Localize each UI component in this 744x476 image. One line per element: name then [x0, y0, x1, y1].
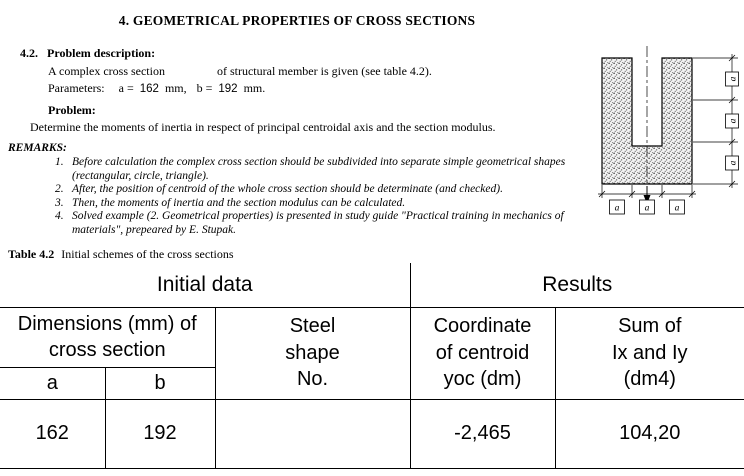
group-header-initial-data: Initial data [0, 263, 411, 308]
group-header-results: Results [410, 263, 744, 308]
cell-a-value[interactable]: 162 [0, 398, 106, 469]
parameters-label: Parameters: [48, 81, 105, 95]
remarks-heading: REMARKS: [8, 142, 67, 154]
problem-heading: Problem: [48, 103, 96, 117]
bottom-dimension [598, 185, 696, 198]
problem-text: Determine the moments of inertia in resp… [30, 120, 496, 134]
remark-text: After, the position of centroid of the w… [72, 183, 503, 196]
parameters-line: Parameters: a = 162 mm, b = 192 mm. [0, 81, 594, 96]
bottom-dimension-labels: a a a [609, 199, 685, 215]
remark-item: 4. Solved example (2. Geometrical propert… [55, 210, 588, 237]
remark-number: 2. [55, 183, 64, 196]
param-a-value: 162 [139, 83, 159, 95]
remark-text: Before calculation the complex cross sec… [72, 156, 566, 182]
section-heading: Problem description: [47, 46, 156, 60]
dim-label-a-2: a [645, 204, 650, 214]
cell-yoc-value[interactable]: -2,465 [410, 398, 556, 469]
remark-number: 4. [55, 210, 64, 223]
remark-item: 2. After, the position of centroid of the… [55, 183, 588, 197]
dim-label-right-3: a [729, 160, 739, 165]
param-b-unit: mm. [243, 81, 266, 95]
document-text-column: 4. GEOMETRICAL PROPERTIES OF CROSS SECTI… [0, 0, 594, 238]
u-channel-shape [601, 57, 693, 185]
section-number: 4.2. [20, 46, 38, 60]
cross-section-diagram: a a a a a a [598, 46, 739, 215]
param-a-unit: mm, [164, 81, 187, 95]
param-b-label: b = [196, 81, 213, 95]
dim-label-a-1: a [615, 204, 620, 214]
dim-label-right-1: a [729, 76, 739, 81]
remarks-list: 1. Before calculation the complex cross s… [0, 156, 594, 238]
results-table: Initial data Results Dimensions (mm) of … [0, 263, 744, 469]
right-dimension-labels: a a a [725, 71, 739, 171]
col-header-steel-shape: Steel shape No. [215, 307, 411, 399]
table-caption-label: Table 4.2 [8, 247, 55, 261]
col-header-a: a [0, 367, 106, 399]
dim-label-a-3: a [675, 204, 680, 214]
dim-label-right-2: a [729, 118, 739, 123]
param-b-value: 192 [218, 83, 238, 95]
page-title: 4. GEOMETRICAL PROPERTIES OF CROSS SECTI… [118, 13, 476, 28]
remark-text: Then, the moments of inertia and the sec… [72, 196, 406, 209]
description-post: of structural member is given (see table… [216, 64, 432, 78]
section-heading-row: 4.2. Problem description: [0, 46, 594, 61]
param-a-label: a = [118, 81, 134, 95]
remark-item: 3. Then, the moments of inertia and the s… [55, 197, 588, 211]
remark-item: 1. Before calculation the complex cross s… [55, 156, 588, 183]
description-pre: A complex cross section [48, 64, 165, 78]
cell-sum-value[interactable]: 104,20 [555, 398, 744, 469]
cell-b-value[interactable]: 192 [105, 398, 216, 469]
remark-text: Solved example (2. Geometrical propertie… [72, 210, 564, 236]
table-caption: Table 4.2 Initial schemes of the cross se… [8, 247, 234, 262]
y-axis-arrow [643, 186, 651, 204]
cross-section-type-field[interactable] [165, 65, 217, 75]
description-line: A complex cross section of structural mem… [0, 64, 594, 79]
col-header-sum: Sum of Ix and Iy (dm4) [611, 315, 688, 391]
col-header-coordinate: Coordinate of centroid yoc (dm) [410, 307, 556, 399]
remark-number: 3. [55, 196, 64, 209]
remark-number: 1. [55, 156, 64, 168]
cell-steel-shape-value[interactable] [215, 398, 411, 469]
col-header-b: b [105, 367, 216, 399]
col-header-dimensions: Dimensions (mm) of cross section [0, 307, 216, 368]
table-caption-text: Initial schemes of the cross sections [61, 247, 234, 261]
